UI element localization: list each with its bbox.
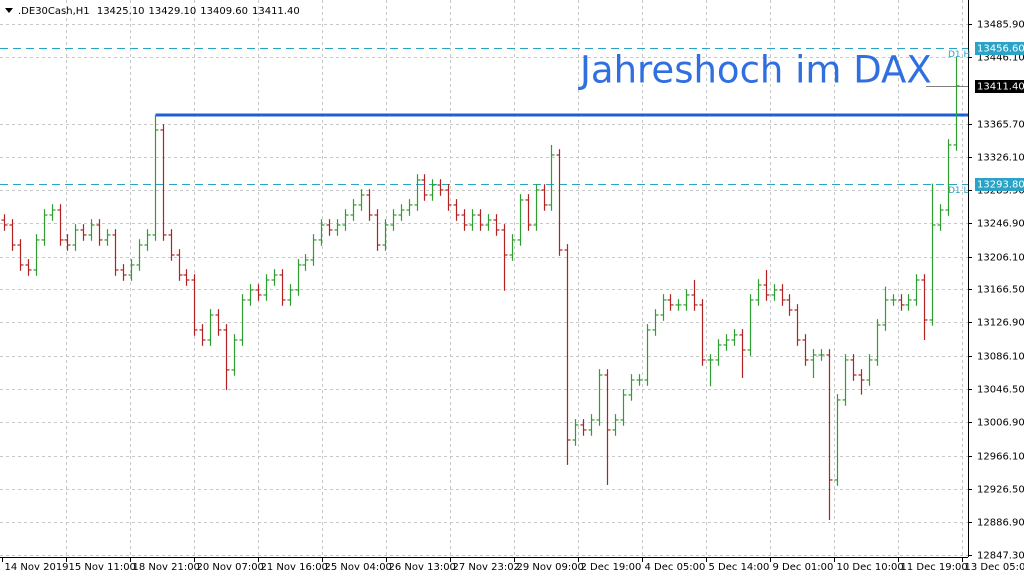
x-tick-label: 4 Dec 05:00 — [645, 562, 706, 573]
y-tick-label: 12847.30 — [977, 551, 1024, 562]
x-tick-label: 9 Dec 01:00 — [773, 562, 834, 573]
x-tick-label: 29 Nov 09:00 — [517, 562, 584, 573]
symbol: .DE30Cash,H1 — [18, 6, 90, 17]
menu-arrow[interactable] — [5, 8, 13, 13]
x-tick-label: 10 Dec 10:00 — [837, 562, 904, 573]
level-name: D1 L — [948, 186, 969, 196]
x-tick-label: 26 Nov 13:00 — [389, 562, 456, 573]
y-tick-label: 13246.90 — [977, 219, 1024, 230]
x-tick-label: 13 Dec 05:00 — [965, 562, 1024, 573]
x-tick-label: 2 Dec 19:00 — [581, 562, 642, 573]
x-tick-label: 27 Nov 23:02 — [453, 562, 520, 573]
x-tick-label: 20 Nov 07:00 — [197, 562, 264, 573]
x-tick-label: 14 Nov 2019 — [5, 562, 69, 573]
level-tag — [975, 178, 1024, 191]
y-tick-label: 13485.90 — [977, 20, 1024, 31]
y-tick-label: 13086.10 — [977, 352, 1024, 363]
y-tick-label: 13446.10 — [977, 53, 1024, 64]
level-tag-label: 13293.80 — [977, 180, 1024, 191]
y-tick-label: 13326.10 — [977, 153, 1024, 164]
levels — [0, 48, 968, 185]
axes — [0, 0, 969, 558]
grid — [0, 0, 968, 557]
y-tick-label: 13206.10 — [977, 253, 1024, 264]
y-tick-label: 12966.10 — [977, 452, 1024, 463]
header-value: 13425.10 — [97, 6, 145, 17]
y-tick-label: 13046.50 — [977, 385, 1024, 396]
current-price-label: 13411.40 — [977, 82, 1024, 93]
current-price-tag — [975, 80, 1024, 93]
y-tick-label: 13006.90 — [977, 418, 1024, 429]
x-tick-label: 11 Dec 19:00 — [901, 562, 968, 573]
x-tick-label: 5 Dec 14:00 — [709, 562, 770, 573]
level-tag — [975, 42, 1024, 55]
y-tick-label: 13166.50 — [977, 285, 1024, 296]
level-name: D1 H — [948, 50, 970, 60]
y-tick-label: 13365.70 — [977, 120, 1024, 131]
x-tick-label: 18 Nov 21:00 — [133, 562, 200, 573]
y-tick-label: 12886.90 — [977, 518, 1024, 529]
header-value: 13409.60 — [200, 6, 248, 17]
x-tick-label: 21 Nov 16:00 — [261, 562, 328, 573]
x-tick-label: 15 Nov 11:00 — [69, 562, 136, 573]
header: .DE30Cash,H1 13425.10 13429.10 13409.60 134… — [18, 6, 300, 17]
header-value: 13411.40 — [252, 6, 300, 17]
annotation: Jahreshoch im DAX — [578, 49, 932, 92]
x-tick-label: 25 Nov 04:00 — [325, 562, 392, 573]
y-tick-label: 12926.50 — [977, 485, 1024, 496]
header-value: 13429.10 — [149, 6, 197, 17]
bars — [1, 57, 960, 520]
level-tag-label: 13456.60 — [977, 44, 1024, 55]
y-tick-label: 13126.90 — [977, 318, 1024, 329]
